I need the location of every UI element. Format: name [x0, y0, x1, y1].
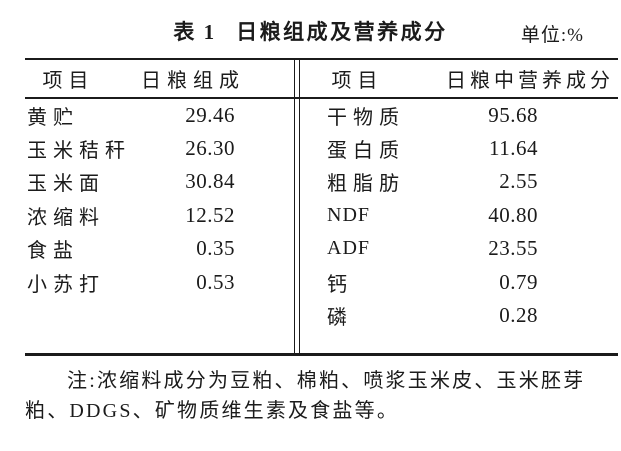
row-value: 40.80: [488, 202, 538, 227]
table-caption: 表 1 日粮组成及营养成分: [0, 16, 621, 46]
table-row: 玉米面 30.84: [25, 165, 294, 198]
left-table-header: 项目 日粮组成: [25, 60, 294, 97]
row-value: 12.52: [185, 202, 235, 227]
row-label: 蛋白质: [327, 140, 405, 163]
row-label: 干物质: [327, 106, 405, 129]
header-rule-line: [25, 97, 618, 99]
left-table-body: 黄贮 29.46 玉米秸秆 26.30 玉米面 30.84 浓缩料 12.52 …: [25, 99, 294, 299]
row-label: 浓缩料: [27, 206, 105, 229]
row-label: 黄贮: [27, 106, 79, 129]
right-table-body: 干物质 95.68 蛋白质 11.64 粗脂肪 2.55 NDF 40.80 A…: [300, 99, 618, 333]
row-label: 小苏打: [27, 273, 105, 296]
row-value: 0.35: [196, 236, 235, 261]
row-value: 0.28: [499, 303, 538, 328]
row-label: 玉米面: [27, 173, 105, 196]
diet-composition-subtable: 项目 日粮组成 黄贮 29.46 玉米秸秆 26.30 玉米面 30.84 浓缩…: [25, 60, 294, 353]
left-header-item: 项目: [42, 70, 95, 92]
table-row: 玉米秸秆 26.30: [25, 132, 294, 165]
row-value: 0.79: [499, 269, 538, 294]
unit-label: 单位:%: [520, 25, 584, 46]
table-row: NDF 40.80: [300, 199, 618, 232]
row-value: 11.64: [489, 136, 538, 161]
table-row: 粗脂肪 2.55: [300, 165, 618, 198]
vertical-double-divider: [294, 60, 300, 353]
table-row: 食盐 0.35: [25, 232, 294, 265]
row-value: 0.53: [196, 269, 235, 294]
footnote-line-2: 粕、DDGS、矿物质维生素及食盐等。: [25, 400, 400, 422]
data-table: 项目 日粮组成 黄贮 29.46 玉米秸秆 26.30 玉米面 30.84 浓缩…: [25, 58, 618, 356]
row-label: 食盐: [27, 240, 79, 263]
row-value: 26.30: [185, 136, 235, 161]
row-value: 95.68: [488, 102, 538, 127]
table-row: 干物质 95.68: [300, 99, 618, 132]
right-table-header: 项目 日粮中营养成分: [300, 60, 618, 97]
left-header-composition: 日粮组成: [141, 70, 245, 92]
row-value: 23.55: [488, 236, 538, 261]
right-header-nutrients: 日粮中营养成分: [446, 70, 614, 92]
table-row: 小苏打 0.53: [25, 265, 294, 298]
table-title: 日粮组成及营养成分: [236, 20, 448, 44]
table-row: 钙 0.79: [300, 265, 618, 298]
nutrient-content-subtable: 项目 日粮中营养成分 干物质 95.68 蛋白质 11.64 粗脂肪 2.55 …: [300, 60, 618, 353]
row-label: NDF: [327, 203, 371, 226]
footnote-line-1: 注:浓缩料成分为豆粕、棉粕、喷浆玉米皮、玉米胚芽: [67, 370, 586, 392]
table-row: 黄贮 29.46: [25, 99, 294, 132]
row-label: 钙: [327, 273, 353, 296]
table-row: 浓缩料 12.52: [25, 199, 294, 232]
row-label: 玉米秸秆: [27, 140, 131, 163]
row-label: 粗脂肪: [327, 173, 405, 196]
row-label: 磷: [327, 307, 353, 330]
table-row: 蛋白质 11.64: [300, 132, 618, 165]
row-label: ADF: [327, 237, 371, 260]
table-row: 磷 0.28: [300, 299, 618, 332]
row-value: 2.55: [499, 169, 538, 194]
row-value: 30.84: [185, 169, 235, 194]
table-row: ADF 23.55: [300, 232, 618, 265]
row-value: 29.46: [185, 102, 235, 127]
table-number-label: 表 1: [173, 20, 217, 44]
right-header-item: 项目: [331, 70, 384, 92]
table-footnote: 注:浓缩料成分为豆粕、棉粕、喷浆玉米皮、玉米胚芽 粕、DDGS、矿物质维生素及食…: [25, 366, 619, 426]
